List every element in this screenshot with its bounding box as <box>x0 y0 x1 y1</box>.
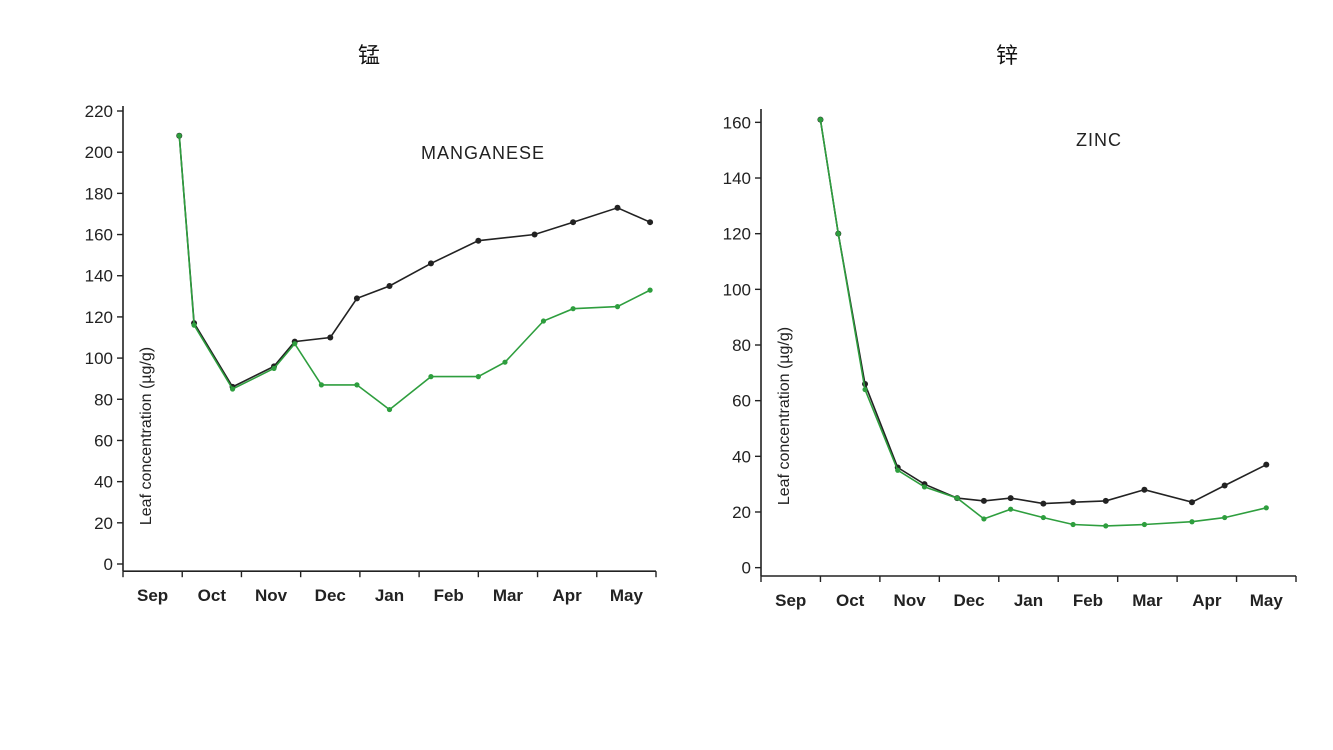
zinc-y-tick-label: 120 <box>723 225 751 244</box>
manganese-series-2-point <box>386 406 393 413</box>
manganese-y-tick-label: 100 <box>85 349 113 368</box>
zinc-series-1-point <box>1263 461 1270 468</box>
zinc-series-2-point <box>817 116 824 123</box>
manganese-y-tick-label: 120 <box>85 308 113 327</box>
zinc-x-tick-label: Dec <box>953 591 984 610</box>
manganese-series-1-line <box>178 135 651 388</box>
manganese-series-2-point <box>292 341 298 347</box>
manganese-series-2-point <box>191 322 197 328</box>
manganese-series-1-point <box>386 283 393 290</box>
zinc-series-2-point <box>862 386 868 393</box>
manganese-x-tick-label: Mar <box>493 586 524 605</box>
zinc-series-2-point <box>835 231 841 237</box>
zinc-x-tick-label: Mar <box>1132 591 1163 610</box>
manganese-y-tick-label: 0 <box>104 555 113 574</box>
zinc-series-2-point <box>1070 521 1076 528</box>
manganese-x-tick-label: Oct <box>198 586 227 605</box>
manganese-y-tick-label: 40 <box>94 473 113 492</box>
manganese-series-1-point <box>475 237 482 244</box>
zinc-x-tick-label: Apr <box>1192 591 1222 610</box>
zinc-y-tick-label: 20 <box>732 503 751 522</box>
manganese-chart: 0 20 40 60 80 100 120 140 160 180 200 220 Sep Oct Nov D… <box>85 102 657 605</box>
zinc-series-2-point <box>954 495 960 501</box>
zinc-series-2-point <box>1040 514 1046 521</box>
manganese-series-1-point <box>327 334 334 341</box>
zinc-x-tick-label: Feb <box>1073 591 1103 610</box>
manganese-series-2-point <box>271 365 277 371</box>
manganese-y-tick-label: 180 <box>85 184 113 203</box>
zinc-series-2-point <box>1222 514 1228 521</box>
manganese-series-2-point <box>229 386 236 392</box>
zinc-series-1-point <box>1141 486 1148 493</box>
zinc-y-tick-label: 40 <box>732 447 751 466</box>
manganese-y-tick-label: 140 <box>85 267 113 286</box>
manganese-series-2-point <box>570 306 576 312</box>
manganese-y-tick-label: 200 <box>85 143 113 162</box>
zinc-y-tick-label: 80 <box>732 336 751 355</box>
chart-heading-zinc: 锌 <box>995 44 1018 69</box>
chart-heading-manganese: 锰 <box>357 44 380 69</box>
manganese-y-tick-label: 20 <box>94 514 113 533</box>
zinc-series-2-point <box>1189 519 1195 525</box>
manganese-x-tick-label: Apr <box>553 586 583 605</box>
manganese-series-2-point <box>475 374 481 380</box>
manganese-series-1-point <box>427 260 434 267</box>
zinc-y-tick-label: 0 <box>742 559 751 578</box>
manganese-series-2-point <box>428 374 434 380</box>
manganese-y-tick-label: 160 <box>85 226 113 245</box>
zinc-y-axis-label: Leaf concentration (µg/g) <box>776 327 793 505</box>
zinc-series-1-point <box>1007 495 1014 502</box>
zinc-series-1-point <box>1040 500 1047 507</box>
zinc-series-1-point <box>1188 499 1195 506</box>
zinc-x-tick-label: May <box>1250 591 1284 610</box>
zinc-series-1-point <box>1070 499 1077 506</box>
manganese-series-2-point <box>502 359 508 365</box>
manganese-series-1-point <box>614 204 621 211</box>
zinc-series-2-point <box>1141 521 1148 528</box>
manganese-y-axis-label: Leaf concentration (µg/g) <box>138 347 155 525</box>
manganese-series-2-point <box>540 318 547 324</box>
manganese-x-tick-label: Nov <box>255 586 288 605</box>
manganese-series-2-point <box>647 287 653 293</box>
manganese-x-tick-label: Feb <box>434 586 464 605</box>
zinc-chart-title: ZINC <box>1076 130 1122 150</box>
zinc-x-tick-label: Oct <box>836 591 865 610</box>
manganese-series-2-point <box>318 382 324 388</box>
manganese-y-tick-label: 80 <box>94 390 113 409</box>
zinc-series-1-point <box>980 497 987 504</box>
zinc-series-2-point <box>981 516 987 522</box>
manganese-x-tick-label: May <box>610 586 644 605</box>
zinc-series-2-line <box>819 119 1267 527</box>
zinc-x-tick-label: Sep <box>775 591 806 610</box>
zinc-chart-panel: 0 20 40 60 80 100 120 140 160 Sep Oct Nov Dec Jan Feb M… <box>686 86 1300 616</box>
zinc-x-tick-label: Nov <box>894 591 927 610</box>
zinc-chart: 0 20 40 60 80 100 120 140 160 Sep Oct Nov Dec Jan Feb M… <box>723 109 1297 610</box>
manganese-series-2-point <box>176 133 182 139</box>
zinc-series-2-point <box>895 467 901 473</box>
manganese-x-tick-label: Jan <box>375 586 404 605</box>
zinc-series-2-point <box>921 484 928 490</box>
manganese-x-tick-label: Dec <box>315 586 346 605</box>
zinc-y-tick-label: 160 <box>723 113 751 132</box>
zinc-y-tick-label: 100 <box>723 280 751 299</box>
manganese-series-2-point <box>614 304 621 310</box>
zinc-series-2-point <box>1263 505 1269 511</box>
manganese-x-tick-label: Sep <box>137 586 168 605</box>
manganese-series-1-point <box>531 231 538 238</box>
manganese-y-tick-label: 220 <box>85 102 113 121</box>
manganese-series-1-point <box>570 219 577 226</box>
zinc-y-tick-label: 60 <box>732 392 751 411</box>
zinc-series-1-point <box>1102 497 1109 504</box>
manganese-y-tick-label: 60 <box>94 431 113 450</box>
zinc-series-1-point <box>1221 482 1228 489</box>
zinc-x-tick-label: Jan <box>1014 591 1043 610</box>
zinc-series-2-point <box>1103 523 1109 529</box>
manganese-series-1-point <box>353 295 360 302</box>
manganese-chart-panel: 0 20 40 60 80 100 120 140 160 180 200 220 Sep Oct Nov D… <box>66 86 682 616</box>
manganese-chart-title: MANGANESE <box>421 143 545 163</box>
manganese-series-1-point <box>647 219 654 226</box>
zinc-series-2-point <box>1008 506 1014 512</box>
zinc-y-tick-label: 140 <box>723 169 751 188</box>
manganese-series-2-point <box>354 382 360 388</box>
